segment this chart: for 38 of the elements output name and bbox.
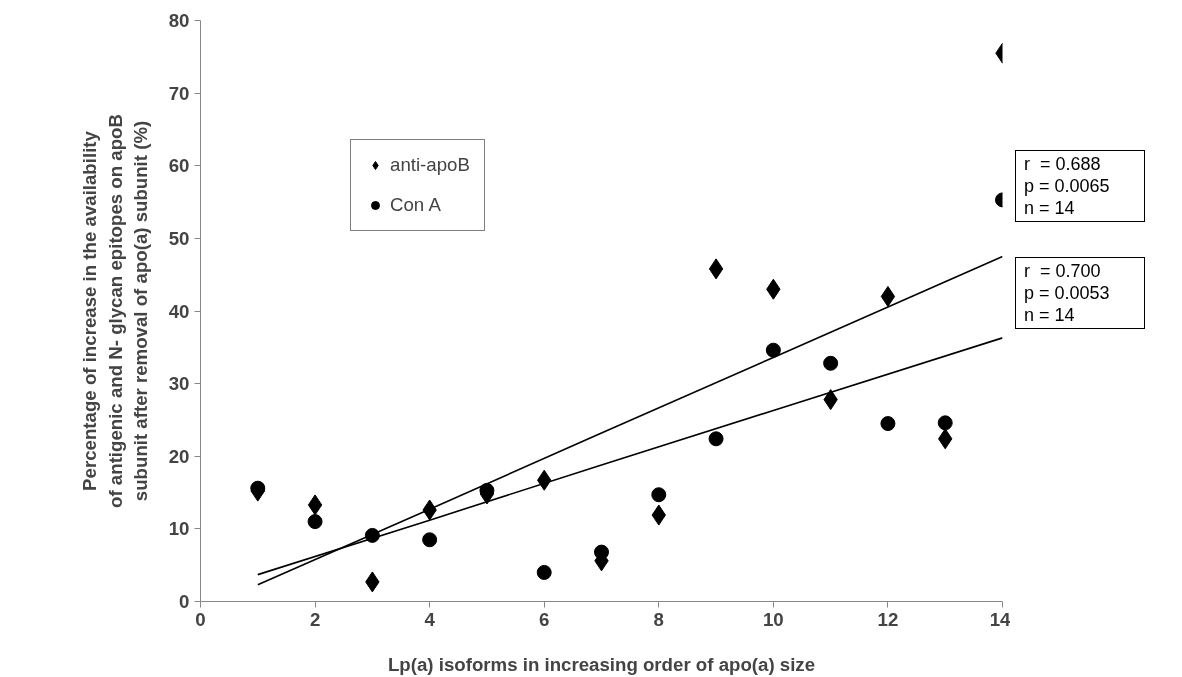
x-tick-label: 0 [195, 608, 206, 630]
point [708, 258, 724, 280]
y-tick-label: 50 [168, 227, 190, 249]
line-series [256, 255, 1003, 586]
x-axis-title: Lp(a) isoforms in increasing order of apo(a) size [387, 653, 816, 675]
point [823, 355, 839, 371]
text: r = 0.688 p = 0.0065 n = 14 [1024, 153, 1110, 219]
y-axis-title: Percentage of increase in the availability of antigenic and N- glycan epitopes on apoB subunit after removal of apo(a) subunit (%) [79, 114, 151, 508]
legend-label: anti-apoB [390, 154, 470, 176]
text: r = 0.700 p = 0.0053 n = 14 [1024, 260, 1110, 326]
point [708, 431, 724, 447]
y-tick-label: 60 [168, 155, 190, 177]
y-tick-label: 20 [168, 445, 190, 467]
x-tick-label: 14 [989, 608, 1012, 630]
x-tick-label: 2 [309, 608, 321, 630]
point [937, 415, 953, 431]
legend-label: Con A [390, 194, 441, 216]
y-tick-label: 80 [168, 10, 190, 31]
x-tick-label: 6 [539, 608, 550, 630]
point [651, 487, 667, 503]
point [250, 480, 266, 496]
point [307, 514, 323, 530]
y-tick-label: 10 [168, 518, 190, 540]
point [594, 544, 609, 560]
x-tick-label: 4 [424, 608, 436, 630]
point [307, 494, 323, 516]
y-tick-label: 70 [168, 82, 190, 104]
x-tick-label: 8 [653, 608, 664, 630]
point [765, 342, 781, 358]
point [880, 416, 896, 432]
point [536, 564, 552, 580]
point [880, 285, 896, 307]
x-tick-label: 12 [877, 608, 899, 630]
y-tick-label: 40 [168, 300, 190, 322]
y-tick-label: 0 [179, 591, 190, 612]
point [422, 532, 438, 548]
y-tick-label: 30 [168, 373, 190, 395]
x-tick-label: 10 [762, 608, 784, 630]
